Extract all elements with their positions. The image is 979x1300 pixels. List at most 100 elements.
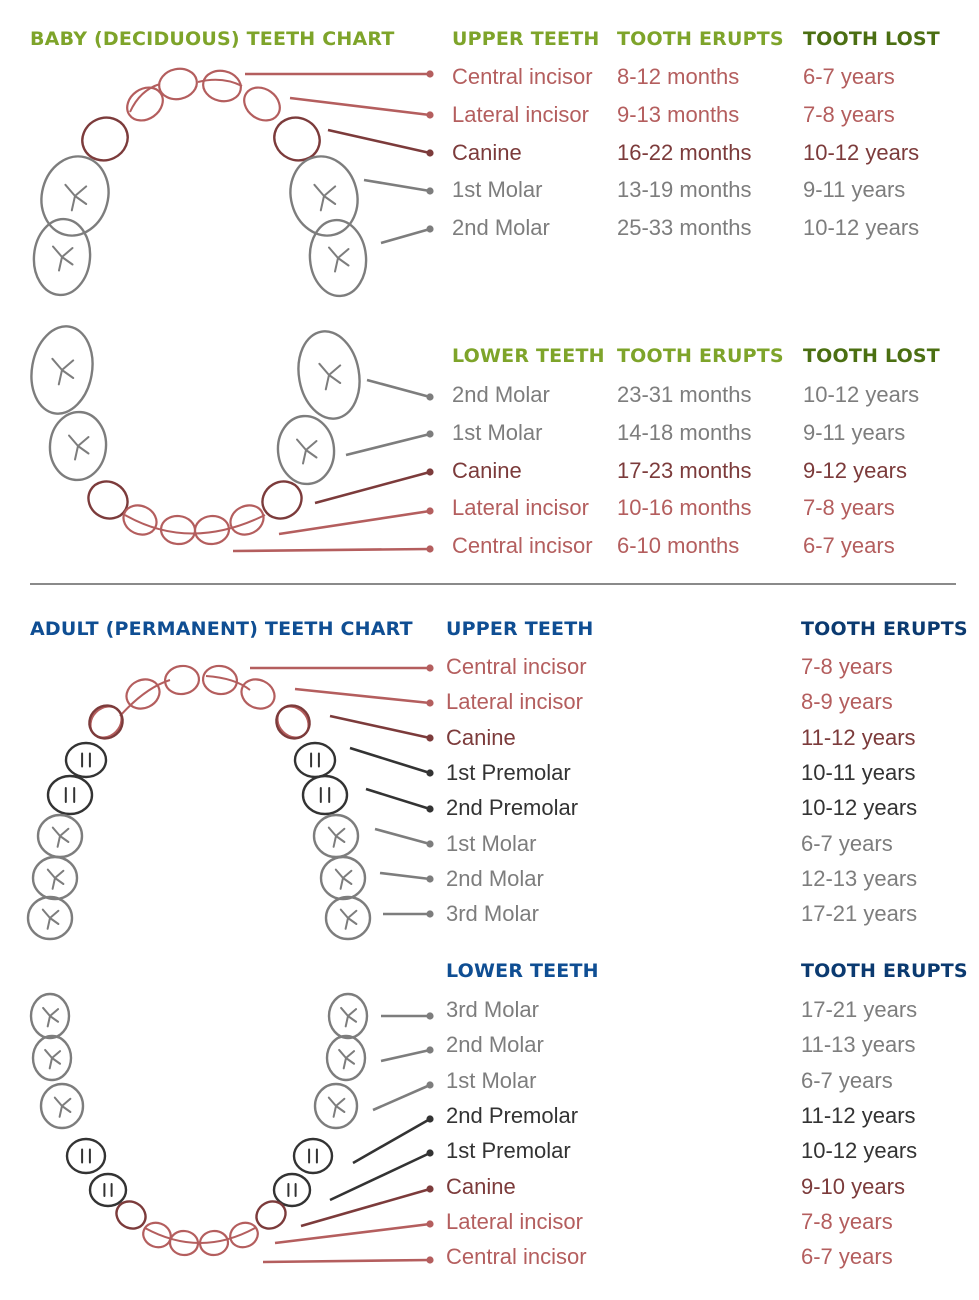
molar-tooth	[32, 217, 92, 297]
adult-upper-tooth-name: 2nd Premolar	[446, 795, 579, 821]
gum-line	[144, 1227, 256, 1244]
adult-lower-tooth-name: Canine	[446, 1173, 516, 1199]
leader-dot	[426, 1115, 434, 1123]
adult-lower-erupts-value: 11-13 years	[801, 1032, 916, 1058]
tooth-fissure	[339, 908, 358, 930]
leader-line	[380, 1048, 431, 1063]
leader-dot	[426, 393, 434, 401]
baby-lower-erupts-value: 14-18 months	[617, 419, 752, 445]
leader-line	[380, 227, 431, 245]
canine-tooth	[81, 116, 129, 162]
leader-line	[363, 178, 431, 193]
incisor-tooth	[202, 69, 242, 103]
leader-line	[366, 378, 431, 399]
leader-dot	[426, 1046, 434, 1054]
leader-dot	[426, 875, 434, 883]
leader-line	[345, 432, 431, 457]
fissure-line	[46, 868, 65, 890]
fissure-line	[81, 752, 91, 768]
baby-upper-erupts-value: 16-22 months	[617, 139, 752, 165]
leader-dot	[426, 225, 434, 233]
fissure-line	[327, 826, 346, 848]
leader-dot	[426, 430, 434, 438]
adult-lower-erupts-value: 7-8 years	[801, 1208, 893, 1234]
leader-dot	[426, 111, 434, 119]
fissure-line	[103, 1182, 113, 1198]
fissure-line	[41, 908, 60, 930]
tooth-fissure	[328, 246, 350, 273]
adult-upper-erupts-value: 7-8 years	[801, 654, 893, 679]
fissure-line	[339, 908, 358, 930]
incisor-tooth	[229, 1221, 259, 1249]
leader-dot	[426, 1081, 434, 1089]
gum-line	[119, 675, 251, 717]
premolar-tooth	[293, 741, 337, 779]
leader-dot	[426, 769, 434, 777]
tooth-fissure	[340, 1006, 358, 1028]
baby-upper-erupts-value: 25-33 months	[617, 215, 752, 241]
leader-line	[289, 96, 431, 117]
baby-upper-tooth-name: Central incisor	[452, 64, 593, 89]
tooth-fissure	[41, 908, 60, 930]
baby-lower-tooth-name: 2nd Molar	[452, 382, 550, 407]
fissure-line	[334, 868, 353, 890]
baby-upper-lost-header: TOOTH LOST	[803, 28, 940, 50]
adult-upper-erupts-value: 17-21 years	[801, 901, 918, 927]
leader-line	[262, 1258, 431, 1264]
canine-tooth	[273, 116, 321, 162]
molar-tooth	[39, 1082, 85, 1130]
canine-tooth	[275, 704, 311, 740]
adult-lower-erupts-value: 6-7 years	[801, 1067, 893, 1093]
adult-lower-erupts-value: 17-21 years	[801, 997, 918, 1022]
incisor-tooth	[198, 1229, 230, 1257]
fissure-line	[52, 245, 74, 272]
leader-dot	[426, 70, 434, 78]
adult-upper-tooth-name: 1st Premolar	[446, 759, 571, 785]
tooth-fissure	[103, 1182, 113, 1198]
tooth-fissure	[296, 438, 318, 465]
fissure-line	[51, 826, 70, 848]
tooth-fissure	[334, 868, 353, 890]
leader-dot	[426, 1220, 434, 1228]
adult-lower-tooth-name: 3rd Molar	[446, 997, 539, 1022]
fissure-line	[296, 438, 318, 465]
tooth-fissure	[64, 183, 88, 212]
leader-line	[274, 1222, 431, 1245]
baby-upper-tooth-name: Canine	[452, 139, 522, 165]
incisor-tooth	[125, 678, 161, 710]
adult-lower-tooth-name: Central incisor	[446, 1244, 587, 1270]
leader-dot	[426, 840, 434, 848]
baby-upper-lost-value: 10-12 years	[803, 215, 920, 241]
tooth-fissure	[68, 434, 90, 461]
fissure-line	[313, 183, 337, 212]
molar-tooth	[319, 855, 367, 901]
molar-tooth	[29, 992, 71, 1040]
leader-line	[327, 128, 431, 155]
baby-lower-erupts-value: 17-23 months	[617, 457, 752, 483]
adult-upper-erupts-value: 6-7 years	[801, 830, 893, 856]
baby-lower-lost-value: 9-11 years	[803, 419, 906, 445]
fissure-line	[310, 752, 320, 768]
fissure-line	[51, 357, 75, 386]
fissure-line	[44, 1048, 62, 1070]
tooth-fissure	[327, 1096, 346, 1118]
adult-lower-tooth-name: 2nd Molar	[446, 1032, 544, 1058]
adult-upper-erupts-value: 12-13 years	[801, 865, 918, 891]
premolar-tooth	[88, 1172, 128, 1208]
baby-lower-lost-value: 6-7 years	[803, 533, 895, 559]
baby-lower-tooth-name: Lateral incisor	[452, 495, 589, 521]
adult-upper-tooth-name: Central incisor	[446, 654, 587, 679]
baby-lower-erupts-value: 23-31 months	[617, 382, 752, 407]
adult-lower-teeth-header: LOWER TEETH	[446, 960, 599, 982]
adult-chart-title: ADULT (PERMANENT) TEETH CHART	[30, 618, 413, 640]
baby-upper-tooth-name: Lateral incisor	[452, 101, 589, 127]
adult-lower-erupts-value: 9-10 years	[801, 1173, 905, 1199]
adult-lower-tooth-name: 1st Premolar	[446, 1138, 571, 1164]
fissure-line	[81, 1148, 91, 1164]
adult-lower-erupts-value: 10-12 years	[801, 1138, 918, 1164]
fissure-line	[328, 246, 350, 273]
tooth-fissure	[81, 1148, 91, 1164]
fissure-line	[64, 183, 88, 212]
molar-tooth	[324, 895, 372, 941]
